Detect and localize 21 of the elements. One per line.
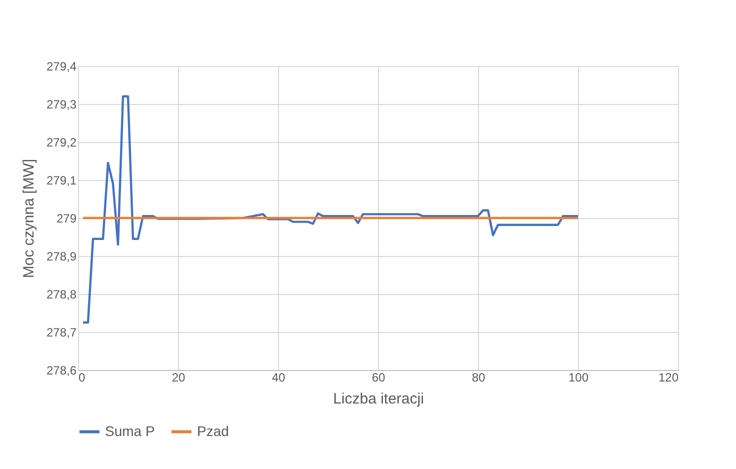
y-tick-label: 278,8	[46, 288, 77, 302]
x-tick-label: 20	[172, 370, 186, 384]
line-series	[82, 95, 580, 324]
x-tick-label: 100	[568, 370, 589, 384]
x-tick-label: 0	[78, 370, 86, 384]
y-tick-label: 279,1	[46, 174, 77, 188]
x-tick-label: 60	[372, 370, 386, 384]
y-tick-label: 279,2	[46, 136, 77, 150]
y-tick-label: 279,4	[46, 60, 77, 74]
legend-label: Pzad	[197, 422, 229, 439]
x-tick-label: 120	[658, 370, 679, 384]
y-tick-label: 278,6	[46, 364, 77, 378]
y-tick-label: 279,3	[46, 98, 77, 112]
x-tick-label: 80	[472, 370, 486, 384]
y-tick-label: 278,7	[46, 326, 77, 340]
x-tick-label: 40	[272, 370, 286, 384]
x-axis-title: Liczba iteracji	[333, 390, 424, 408]
y-tick-label: 279	[56, 212, 77, 226]
y-axis-title: Moc czynna [MW]	[20, 158, 38, 278]
legend-label: Suma P	[105, 422, 155, 439]
y-tick-label: 278,9	[46, 250, 77, 264]
